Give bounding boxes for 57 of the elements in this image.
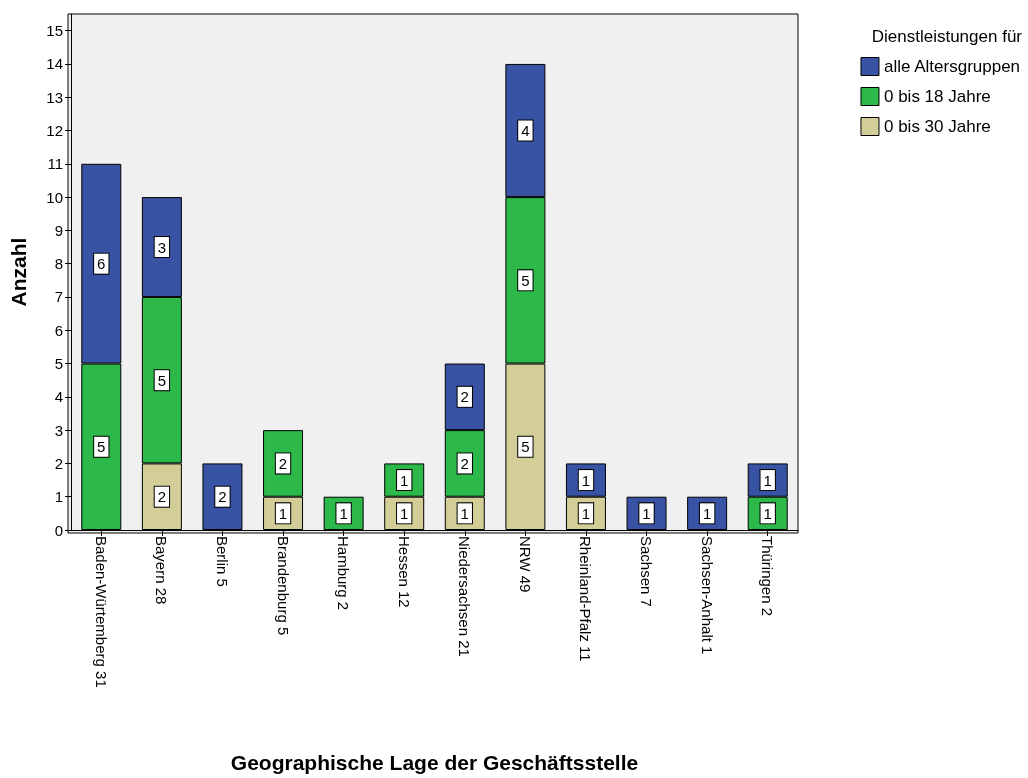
x-tick-label: Berlin 5 [213,536,231,587]
x-tick-label: Baden-Würtemberg 31 [92,536,110,688]
y-tick-label: 9 [54,221,63,239]
data-label: 3 [157,238,167,256]
legend-label: 0 bis 30 Jahre [883,117,991,136]
data-label: 1 [278,504,288,522]
y-tick-label: 8 [54,255,63,273]
x-tick-label: Bayern 28 [153,536,171,605]
data-label: 1 [581,471,591,489]
y-axis-title: Anzahl [7,237,30,307]
data-label: 5 [157,371,167,389]
data-label: 4 [521,122,530,140]
data-label: 2 [460,454,469,472]
data-label: 5 [521,438,530,456]
x-tick-label: Brandenburg 5 [274,536,292,636]
y-tick-label: 3 [54,421,63,439]
x-tick-label: Niedersachsen 21 [456,536,474,657]
x-tick-label: NRW 49 [516,536,534,593]
x-tick-label: Sachsen-Anhalt 1 [698,536,716,655]
data-label: 2 [218,488,227,506]
y-tick-label: 1 [54,488,63,506]
data-label: 2 [157,488,167,506]
data-label: 1 [400,471,409,489]
x-tick-label: Rheinland-Pfalz 11 [577,536,595,662]
x-tick-label: Hessen 12 [395,536,413,608]
data-label: 5 [97,438,106,456]
y-tick-label: 15 [46,22,63,40]
data-label: 1 [339,504,348,522]
y-tick-label: 2 [54,454,63,472]
data-label: 1 [763,504,772,522]
data-label: 1 [581,504,591,522]
y-tick-label: 5 [54,355,63,373]
data-label: 1 [642,504,651,522]
y-tick-label: 0 [54,521,63,539]
y-tick-label: 10 [46,188,63,206]
data-label: 1 [702,504,712,522]
legend-title: Dienstleistungen für [871,27,1023,46]
data-label: 1 [763,471,772,489]
y-tick-label: 11 [47,155,63,173]
data-label: 1 [460,504,469,522]
y-tick-label: 6 [54,321,63,339]
y-tick-label: 4 [54,388,63,406]
y-tick-label: 13 [46,88,63,106]
data-label: 2 [460,388,469,406]
legend-label: 0 bis 18 Jahre [883,87,991,106]
data-label: 1 [400,504,409,522]
x-axis-title: Geographische Lage der Geschäftsstelle [230,751,639,774]
legend-label: alle Altersgruppen [883,57,1021,76]
x-tick-label: Sachsen 7 [638,536,656,607]
x-tick-label: Hamburg 2 [335,536,353,611]
x-tick-label: Thüringen 2 [759,536,777,617]
data-label: 6 [97,255,106,273]
data-label: 5 [521,271,530,289]
y-tick-label: 14 [46,55,63,73]
y-tick-label: 7 [54,288,63,306]
data-label: 2 [278,454,288,472]
y-tick-label: 12 [46,122,63,140]
